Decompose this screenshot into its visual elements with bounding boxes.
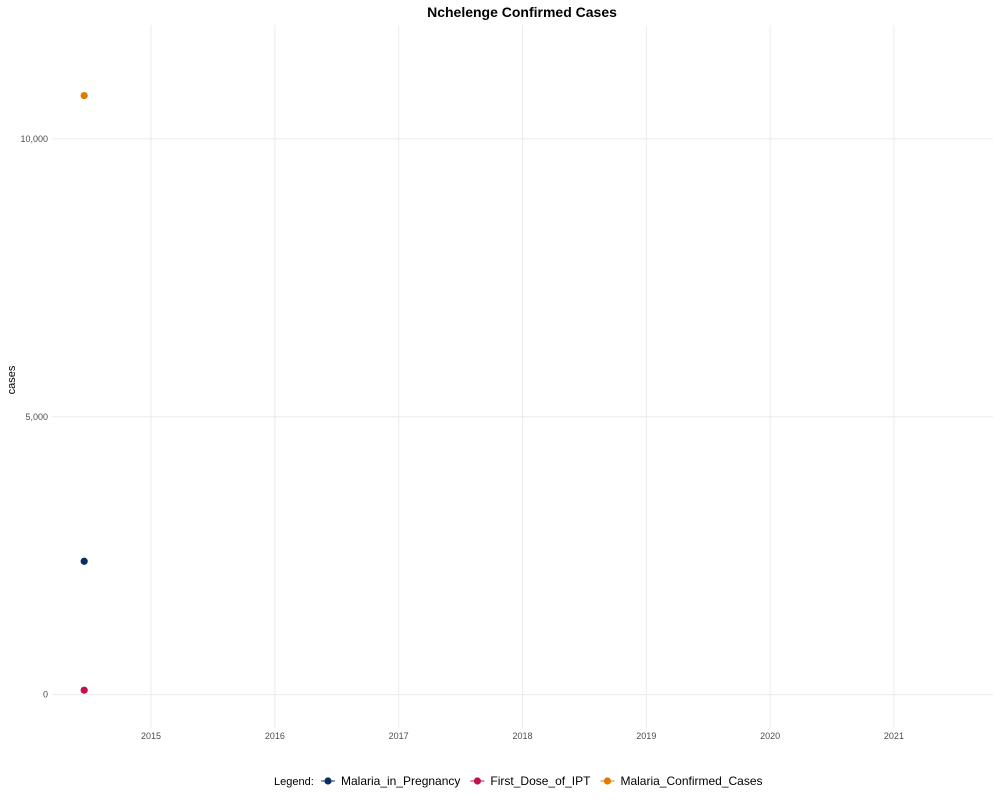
legend-title: Legend: — [274, 776, 314, 788]
x-tick-label: 2018 — [512, 731, 532, 741]
x-tick-label: 2015 — [141, 731, 161, 741]
x-tick-label: 2017 — [389, 731, 409, 741]
legend-key-point — [603, 777, 612, 785]
data-point — [80, 686, 88, 694]
legend-item: Malaria_Confirmed_Cases — [600, 774, 763, 788]
y-tick-label: 0 — [43, 690, 48, 700]
legend-key-point — [324, 777, 332, 785]
legend-item: First_Dose_of_IPT — [470, 774, 591, 788]
x-axis-ticks: 2015 2016 2017 2018 2019 2020 2021 — [141, 731, 904, 741]
legend-key-point — [473, 777, 482, 785]
legend-label: First_Dose_of_IPT — [490, 774, 591, 788]
data-point — [80, 557, 88, 565]
x-tick-label: 2019 — [636, 731, 656, 741]
y-axis-label: cases — [6, 365, 18, 394]
y-axis-ticks: 0 5,000 10,000 — [20, 134, 48, 700]
data-points — [80, 91, 88, 694]
x-tick-label: 2016 — [265, 731, 285, 741]
legend-label: Malaria_in_Pregnancy — [341, 774, 460, 788]
x-tick-label: 2020 — [760, 731, 780, 741]
x-tick-label: 2021 — [884, 731, 904, 741]
data-point — [80, 91, 88, 100]
chart-title: Nchelenge Confirmed Cases — [427, 4, 617, 20]
legend-label: Malaria_Confirmed_Cases — [620, 774, 762, 788]
y-tick-label: 10,000 — [20, 134, 48, 144]
legend: Legend: Malaria_in_Pregnancy First_Dose_o… — [274, 774, 763, 788]
legend-item: Malaria_in_Pregnancy — [321, 774, 460, 788]
grid — [52, 25, 993, 728]
y-tick-label: 5,000 — [25, 412, 48, 422]
